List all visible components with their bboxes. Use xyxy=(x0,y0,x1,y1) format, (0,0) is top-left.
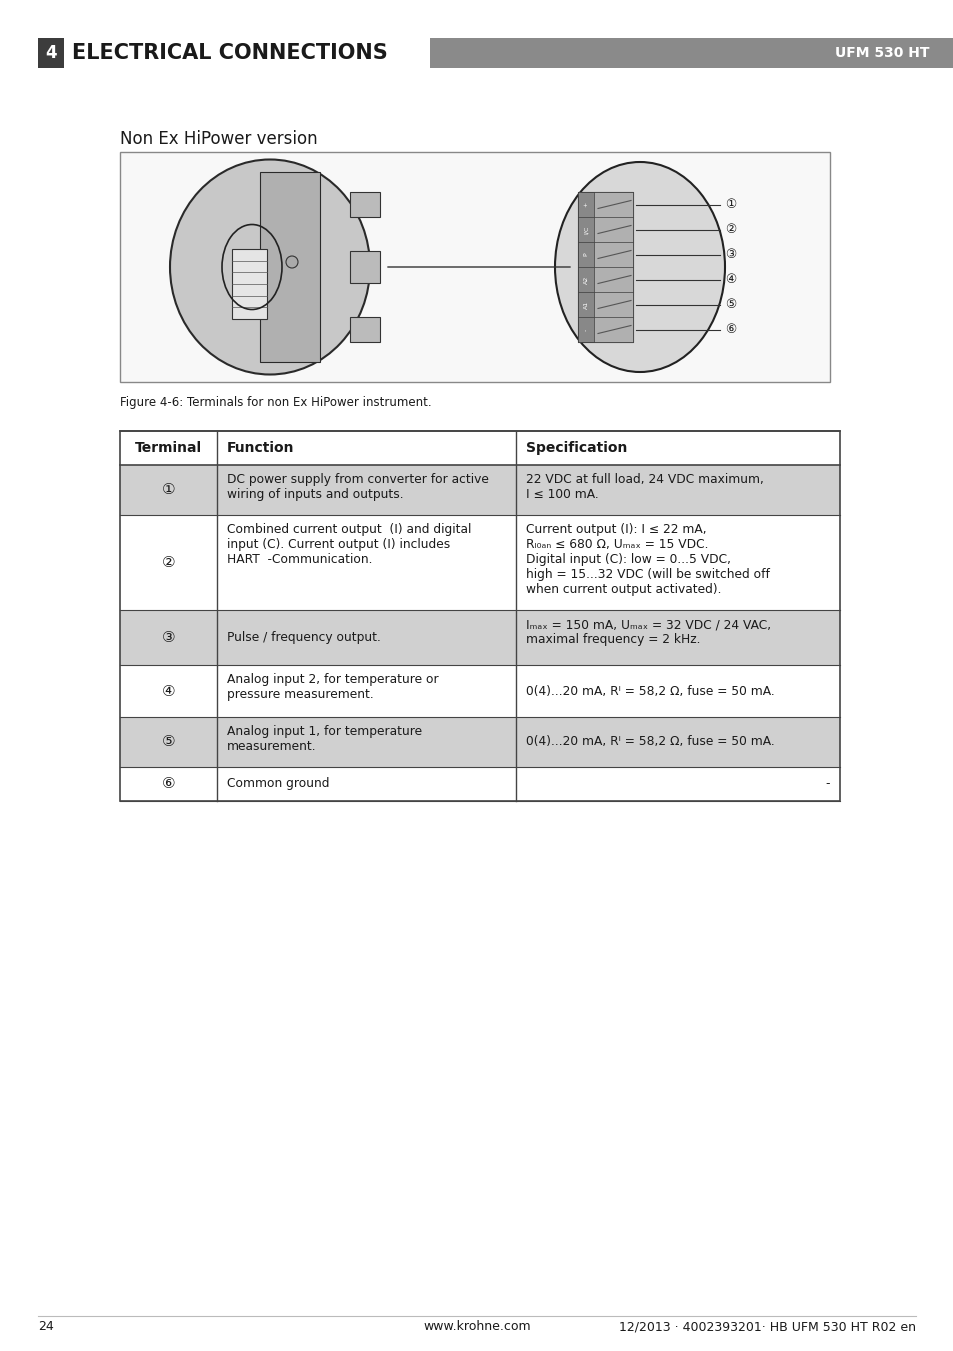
Bar xyxy=(120,665,840,717)
Text: DC power supply from converter for active
wiring of inputs and outputs.: DC power supply from converter for activ… xyxy=(227,473,489,501)
Text: P: P xyxy=(583,253,588,257)
Bar xyxy=(594,267,633,292)
Text: I/C: I/C xyxy=(583,226,588,234)
Text: 24: 24 xyxy=(38,1320,53,1333)
Bar xyxy=(120,431,840,801)
Text: +: + xyxy=(583,201,588,207)
Bar xyxy=(350,251,379,282)
Ellipse shape xyxy=(555,162,724,372)
Bar xyxy=(578,317,594,342)
Text: ③: ③ xyxy=(162,630,175,644)
Text: 0(4)...20 mA, Rᴵ = 58,2 Ω, fuse = 50 mA.: 0(4)...20 mA, Rᴵ = 58,2 Ω, fuse = 50 mA. xyxy=(525,685,774,697)
Text: ⑥: ⑥ xyxy=(162,777,175,792)
Text: A2: A2 xyxy=(583,276,588,284)
Bar xyxy=(578,242,594,267)
Text: Iₘₐₓ = 150 mA, Uₘₐₓ = 32 VDC / 24 VAC,
maximal frequency = 2 kHz.: Iₘₐₓ = 150 mA, Uₘₐₓ = 32 VDC / 24 VAC, m… xyxy=(525,617,770,646)
Bar xyxy=(38,38,64,68)
Text: Combined current output  (I) and digital
input (C). Current output (I) includes
: Combined current output (I) and digital … xyxy=(227,523,471,566)
Text: ①: ① xyxy=(162,482,175,497)
Text: UFM 530 HT: UFM 530 HT xyxy=(835,46,929,59)
Bar xyxy=(120,515,840,611)
Bar xyxy=(120,717,840,767)
Bar xyxy=(120,465,840,515)
Bar xyxy=(232,249,267,319)
Bar xyxy=(578,192,594,218)
Text: A1: A1 xyxy=(583,300,588,308)
Text: -: - xyxy=(583,328,588,331)
Bar xyxy=(594,242,633,267)
Circle shape xyxy=(286,255,297,267)
Bar xyxy=(120,611,840,665)
Bar xyxy=(594,317,633,342)
Text: ⑤: ⑤ xyxy=(162,735,175,750)
Text: Figure 4-6: Terminals for non Ex HiPower instrument.: Figure 4-6: Terminals for non Ex HiPower… xyxy=(120,396,431,409)
Text: ELECTRICAL CONNECTIONS: ELECTRICAL CONNECTIONS xyxy=(71,43,387,63)
Text: -: - xyxy=(824,777,829,790)
Text: ④: ④ xyxy=(724,273,736,286)
Text: Specification: Specification xyxy=(525,440,627,455)
Bar xyxy=(260,172,319,362)
Bar xyxy=(120,767,840,801)
Text: ③: ③ xyxy=(724,249,736,261)
Bar xyxy=(594,292,633,317)
Ellipse shape xyxy=(170,159,370,374)
Text: Function: Function xyxy=(227,440,294,455)
Text: ⑤: ⑤ xyxy=(724,299,736,311)
Text: Non Ex HiPower version: Non Ex HiPower version xyxy=(120,130,317,149)
Text: 4: 4 xyxy=(45,45,57,62)
Bar xyxy=(578,267,594,292)
Text: Terminal: Terminal xyxy=(135,440,202,455)
Text: ⑥: ⑥ xyxy=(724,323,736,336)
Bar xyxy=(578,192,633,342)
Text: ④: ④ xyxy=(162,684,175,698)
Bar xyxy=(350,192,379,218)
Bar xyxy=(120,431,840,465)
Text: 22 VDC at full load, 24 VDC maximum,
I ≤ 100 mA.: 22 VDC at full load, 24 VDC maximum, I ≤… xyxy=(525,473,763,501)
Text: ②: ② xyxy=(162,555,175,570)
Text: Analog input 2, for temperature or
pressure measurement.: Analog input 2, for temperature or press… xyxy=(227,673,438,701)
Text: Analog input 1, for temperature
measurement.: Analog input 1, for temperature measurem… xyxy=(227,725,422,753)
Text: Common ground: Common ground xyxy=(227,777,330,790)
Bar xyxy=(0,38,953,68)
Bar xyxy=(350,317,379,342)
Bar xyxy=(594,218,633,242)
Text: 12/2013 · 4002393201· HB UFM 530 HT R02 en: 12/2013 · 4002393201· HB UFM 530 HT R02 … xyxy=(618,1320,915,1333)
Bar xyxy=(120,153,829,382)
Bar xyxy=(430,38,953,68)
Bar xyxy=(578,218,594,242)
Text: 0(4)...20 mA, Rᴵ = 58,2 Ω, fuse = 50 mA.: 0(4)...20 mA, Rᴵ = 58,2 Ω, fuse = 50 mA. xyxy=(525,735,774,748)
Bar xyxy=(594,192,633,218)
Text: ①: ① xyxy=(724,199,736,211)
Text: www.krohne.com: www.krohne.com xyxy=(423,1320,530,1333)
Bar xyxy=(578,292,594,317)
Text: ②: ② xyxy=(724,223,736,236)
Text: Current output (I): I ≤ 22 mA,
Rₗ₀ₐₙ ≤ 680 Ω, Uₘₐₓ = 15 VDC.
Digital input (C): : Current output (I): I ≤ 22 mA, Rₗ₀ₐₙ ≤ 6… xyxy=(525,523,769,596)
Text: Pulse / frequency output.: Pulse / frequency output. xyxy=(227,631,380,644)
